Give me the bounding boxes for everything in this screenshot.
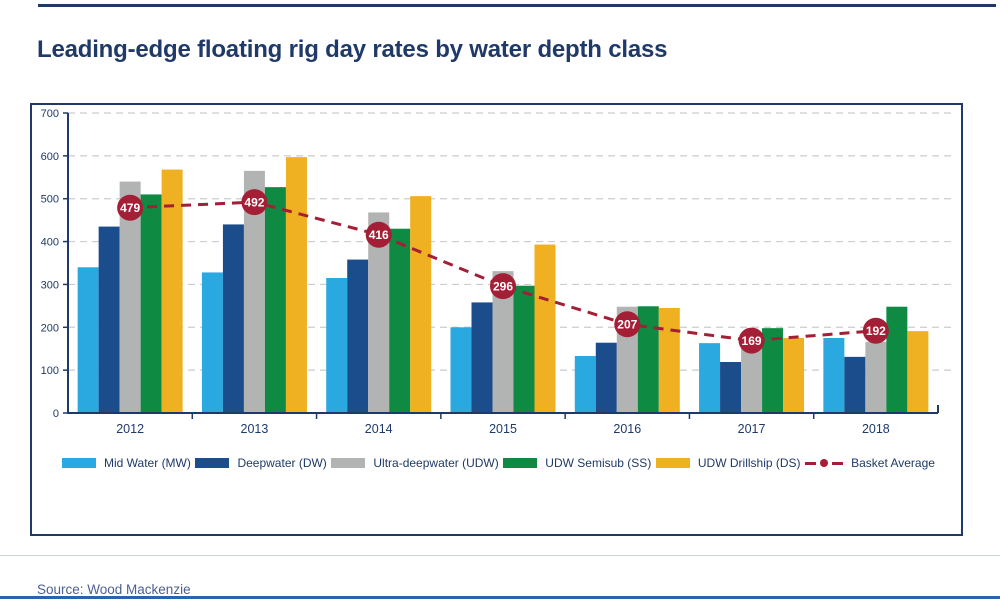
basket-marker-value: 192 [866,324,886,338]
basket-marker-value: 207 [617,317,637,331]
legend-label: Deepwater (DW) [237,456,327,470]
bar-udw_drillship [534,244,556,413]
y-axis-label: 600 [41,151,59,163]
x-axis-label: 2017 [738,422,766,436]
legend-label: Mid Water (MW) [104,456,191,470]
y-axis-label: 700 [41,108,59,120]
bar-udw_semisub [886,306,908,413]
source-note: Source: Wood Mackenzie [37,581,191,597]
bar-mid_water [77,267,99,413]
legend-swatch-basket-average [805,459,844,467]
bar-ultra_deepwater [492,271,514,413]
y-axis-label: 500 [41,194,59,206]
legend-swatch-ultra-deepwater [331,458,366,468]
bottom-rule [0,596,1000,599]
bar-udw_drillship [410,196,432,413]
legend-label: Basket Average [851,456,935,470]
y-axis-label: 0 [53,408,59,420]
bar-ultra_deepwater [368,212,390,413]
bar-deepwater [222,224,244,413]
y-axis-label: 400 [41,237,59,249]
bar-mid_water [823,338,845,413]
x-axis-label: 2015 [489,422,517,436]
basket-marker [241,189,268,216]
bar-udw_semisub [389,228,411,413]
bar-deepwater [844,356,866,413]
y-axis-label: 100 [41,365,59,377]
bar-ultra_deepwater [119,181,141,413]
bar-groups: 2012 2013 2014 2015 2016 2017 2018 [77,157,929,436]
basket-marker [365,221,392,248]
legend-swatch-udw-drillship [655,458,690,468]
bar-mid_water [699,343,721,413]
bar-deepwater [595,342,617,413]
legend-item-mid-water: Mid Water (MW) [62,456,191,470]
bar-mid_water [450,327,472,413]
bar-ultra_deepwater [243,170,265,413]
bar-udw_drillship [285,157,307,413]
bar-deepwater [347,259,369,413]
basket-marker-value: 492 [244,195,264,209]
legend-item-udw-drillship: UDW Drillship (DS) [655,456,801,470]
legend-label: UDW Drillship (DS) [697,456,801,470]
footer-divider [0,555,1000,556]
legend-item-deepwater: Deepwater (DW) [195,456,327,470]
bar-udw_drillship [161,169,183,413]
x-axis-label: 2012 [116,422,144,436]
chart-panel: 0 100 200 300 400 500 600 700 2012 2013 2014 2015 20… [30,103,963,536]
legend-item-basket: Basket Average [805,456,935,470]
bar-udw_semisub [637,306,659,413]
x-axis-label: 2016 [613,422,641,436]
basket-marker [614,311,641,338]
top-rule [38,4,996,7]
bar-mid_water [326,278,348,413]
basket-markers: 479 492 416 296 207 169 192 [117,189,889,354]
basket-marker-value: 296 [493,279,513,293]
bar-udw_semisub [264,187,286,413]
legend-swatch-deepwater [195,458,230,468]
y-axis-label: 200 [41,322,59,334]
page-title: Leading-edge floating rig day rates by w… [37,36,668,64]
legend-label: UDW Semisub (SS) [545,456,652,470]
bar-mid_water [574,356,596,413]
basket-marker [490,273,516,300]
basket-marker-value: 479 [120,201,140,215]
bar-ultra_deepwater [741,340,763,413]
x-axis-label: 2013 [241,422,269,436]
legend-line-dash [832,461,844,465]
bar-mid_water [201,272,223,413]
basket-marker [117,194,144,221]
legend-swatch-udw-semisub [503,458,538,468]
bar-ultra_deepwater [865,341,887,413]
bar-udw_drillship [907,331,929,413]
bar-deepwater [471,302,493,413]
bar-deepwater [720,362,742,413]
bar-udw_semisub [762,328,784,413]
legend-line-dash [805,461,817,465]
bar-deepwater [98,226,120,413]
legend-line-dot [820,459,829,467]
basket-marker [862,317,889,344]
legend-item-udw-semisub: UDW Semisub (SS) [503,456,651,470]
basket-marker-value: 416 [369,228,389,242]
bar-udw_drillship [658,308,680,413]
x-axis-label: 2014 [365,422,393,436]
bar-udw_drillship [783,338,805,413]
bar-udw_semisub [140,194,162,413]
bar-udw_semisub [513,285,535,413]
axes [67,113,939,419]
y-axis-label: 300 [41,279,59,291]
legend-label: Ultra-deepwater (UDW) [373,456,499,470]
legend-item-ultra-deepwater: Ultra-deepwater (UDW) [331,456,499,470]
basket-marker [738,327,765,354]
legend-swatch-mid-water [62,458,96,468]
x-axis-label: 2018 [862,422,890,436]
chart-legend: Mid Water (MW) Deepwater (DW) Ultra-deepwa… [32,456,961,470]
basket-marker-value: 169 [742,334,762,348]
